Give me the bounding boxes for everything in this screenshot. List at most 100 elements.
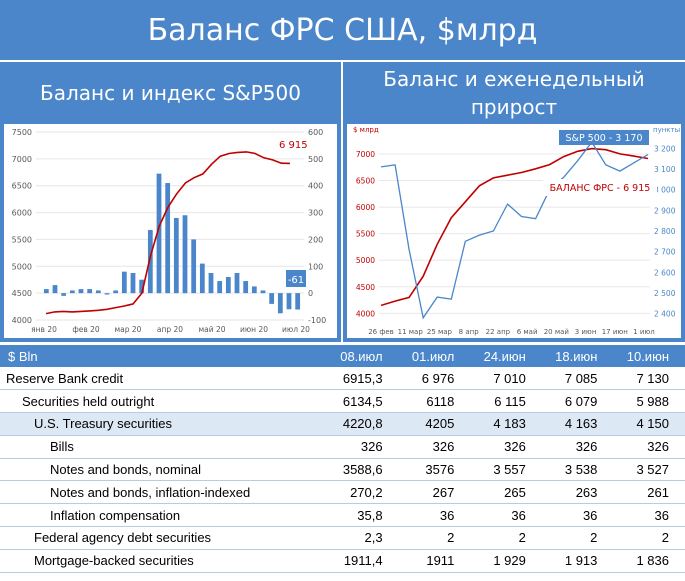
bar <box>165 183 171 294</box>
y-right-tick: 3 100 <box>654 165 676 174</box>
row-label: Federal agency debt securities <box>34 530 212 546</box>
table-row: Notes and bonds, nominal 3588,6 3576 3 557 3… <box>0 458 685 481</box>
table-cell: 265 <box>504 484 526 500</box>
row-label: Mortgage-backed securities <box>34 553 194 569</box>
table-cell: 2 <box>590 530 598 546</box>
y-left-tick: 7000 <box>356 150 375 159</box>
table-cell: 2,3 <box>364 530 383 546</box>
bar <box>156 173 162 294</box>
table-cell: 5 988 <box>636 393 669 409</box>
y-right-tick: 3 200 <box>654 144 676 153</box>
y-left-tick: 5000 <box>12 262 32 271</box>
table-cell: 6 079 <box>564 393 598 409</box>
x-tick: мар 20 <box>115 325 142 334</box>
balance-weekly-chart: $ млрд пункты 4000 4500 5000 5500 6000 6500 7000… <box>353 126 680 336</box>
bar <box>277 293 283 314</box>
x-tick: 1 июл <box>633 328 655 336</box>
bar <box>260 290 266 294</box>
row-label: Notes and bonds, nominal <box>50 462 202 478</box>
y-left-tick: 6000 <box>12 209 32 218</box>
x-tick: 25 мар <box>427 328 453 336</box>
table-cell: 3 557 <box>493 462 526 478</box>
bar <box>113 290 119 294</box>
sp-change-badge <box>286 270 306 287</box>
table-cell: 1911 <box>426 553 455 569</box>
table-cell: 36 <box>582 507 598 523</box>
table-cell: 7 010 <box>493 370 526 386</box>
table-cell: 270,2 <box>350 484 383 500</box>
balance-line <box>45 151 291 315</box>
y-left-tick: 4000 <box>12 316 32 325</box>
table-cell: 326 <box>504 439 526 455</box>
y-right-tick: 2 500 <box>654 289 676 298</box>
y-left-tick: 5000 <box>356 256 375 265</box>
table-cell: 6134,5 <box>342 393 383 409</box>
y-right-tick: 2 800 <box>654 227 676 236</box>
x-tick: июн 20 <box>240 325 268 334</box>
table-row: Bills 326 326 326 326 326 <box>0 435 685 459</box>
row-label: Securities held outright <box>22 393 155 409</box>
bar <box>52 285 58 294</box>
table-cell: 4220,8 <box>342 416 383 432</box>
y-right-tick: 2 400 <box>654 310 676 319</box>
x-tick: 11 мар <box>398 328 424 336</box>
table-cell: 36 <box>654 507 669 523</box>
x-tick: 22 апр <box>486 328 511 336</box>
table-cell: 326 <box>360 439 383 455</box>
bar <box>217 281 223 294</box>
x-tick: май 20 <box>198 325 225 334</box>
table-cell: 35,8 <box>357 507 383 523</box>
y-left-tick: 5500 <box>12 235 32 244</box>
sp500-badge <box>559 130 649 145</box>
bar <box>295 293 301 310</box>
y-left-tick: 6500 <box>356 177 375 186</box>
x-tick: фев 20 <box>72 325 100 334</box>
bar <box>139 279 145 294</box>
y-left-tick: 7000 <box>12 155 32 164</box>
table-cell: 326 <box>647 439 669 455</box>
table-cell: 4 150 <box>636 416 669 432</box>
y-right-tick: 2 900 <box>654 206 676 215</box>
bar <box>69 290 75 294</box>
balance-table: $ Bln 08.июл 01.июл 24.июн 18.июн 10.июн… <box>0 345 685 581</box>
header-cell: 08.июл <box>340 348 383 364</box>
header-cell: 24.июн <box>483 348 526 364</box>
bar <box>243 281 249 294</box>
y-right-tick: 100 <box>308 262 323 271</box>
table-row: Securities held outright 6134,5 6118 6 115 6… <box>0 390 685 413</box>
sp500-line <box>380 140 649 320</box>
row-label: Reserve Bank credit <box>6 370 124 386</box>
y-right-tick: 600 <box>308 128 323 137</box>
bar <box>191 239 197 294</box>
balance-line <box>380 147 649 307</box>
y-right-axis-label: пункты <box>653 126 680 134</box>
y-left-tick: 4500 <box>356 283 375 292</box>
table-row: Mortgage-backed securities 1911,4 1911 1 92… <box>0 549 685 573</box>
y-right-tick: 3 000 <box>654 186 676 195</box>
table-cell: 2 <box>518 530 526 546</box>
bar <box>87 289 93 294</box>
table-cell: 2 <box>661 530 669 546</box>
header-cell: 10.июн <box>626 348 669 364</box>
bar <box>199 263 205 294</box>
table-cell: 263 <box>575 484 598 500</box>
y-right-tick: 500 <box>308 155 323 164</box>
bar <box>234 273 240 294</box>
header-cell: 18.июн <box>555 348 598 364</box>
header-cell: 01.июл <box>411 348 455 364</box>
balance-badge <box>543 179 657 196</box>
x-tick: янв 20 <box>31 325 57 334</box>
row-label: Notes and bonds, inflation-indexed <box>50 484 251 500</box>
balance-sp500-chart: 4000 4500 5000 5500 6000 6500 7000 7500 -100 0 100… <box>12 128 327 334</box>
row-label: Inflation compensation <box>50 507 181 523</box>
x-tick: июл 20 <box>282 325 310 334</box>
bar <box>95 290 101 294</box>
table-row: Reserve Bank credit 6915,3 6 976 7 010 7 085… <box>0 367 685 390</box>
bar <box>104 293 110 295</box>
y-left-tick: 4500 <box>12 289 32 298</box>
table-cell: 6915,3 <box>342 370 383 386</box>
table-header-row: $ Bln 08.июл 01.июл 24.июн 18.июн 10.июн <box>0 345 685 367</box>
bar <box>182 215 188 294</box>
table-cell: 1 836 <box>636 553 669 569</box>
table-cell: 1 913 <box>564 553 598 569</box>
